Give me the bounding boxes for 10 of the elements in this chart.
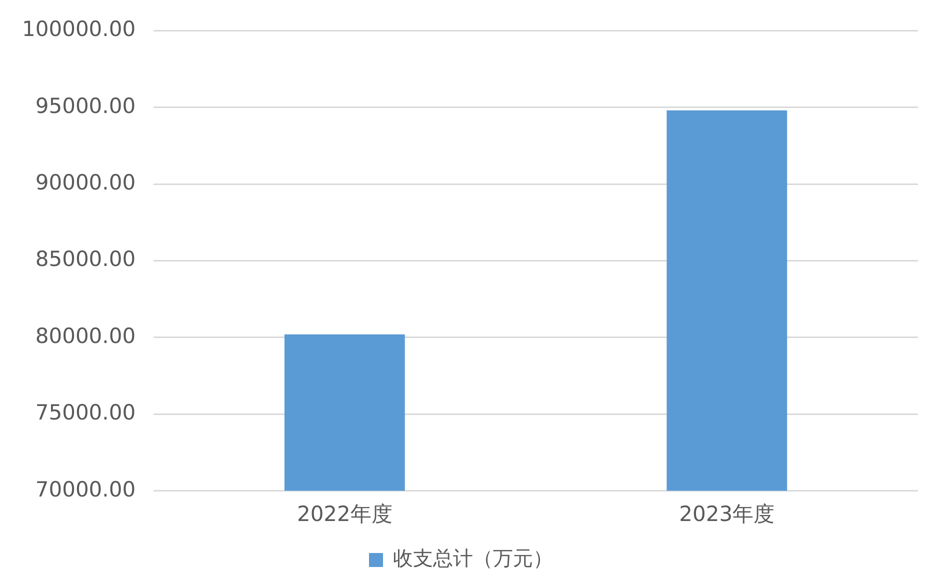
y-tick-label: 100000.00 (22, 17, 136, 42)
legend-label: 收支总计（万元） (393, 546, 553, 570)
y-tick-label: 95000.00 (35, 94, 136, 118)
x-tick-label: 2022年度 (296, 502, 392, 526)
y-tick-label: 75000.00 (35, 400, 136, 425)
x-tick-label: 2023年度 (679, 502, 775, 526)
y-tick-label: 85000.00 (35, 247, 136, 272)
y-tick-label: 70000.00 (35, 477, 136, 502)
y-tick-label: 80000.00 (35, 324, 136, 348)
y-tick-label: 90000.00 (35, 170, 136, 194)
